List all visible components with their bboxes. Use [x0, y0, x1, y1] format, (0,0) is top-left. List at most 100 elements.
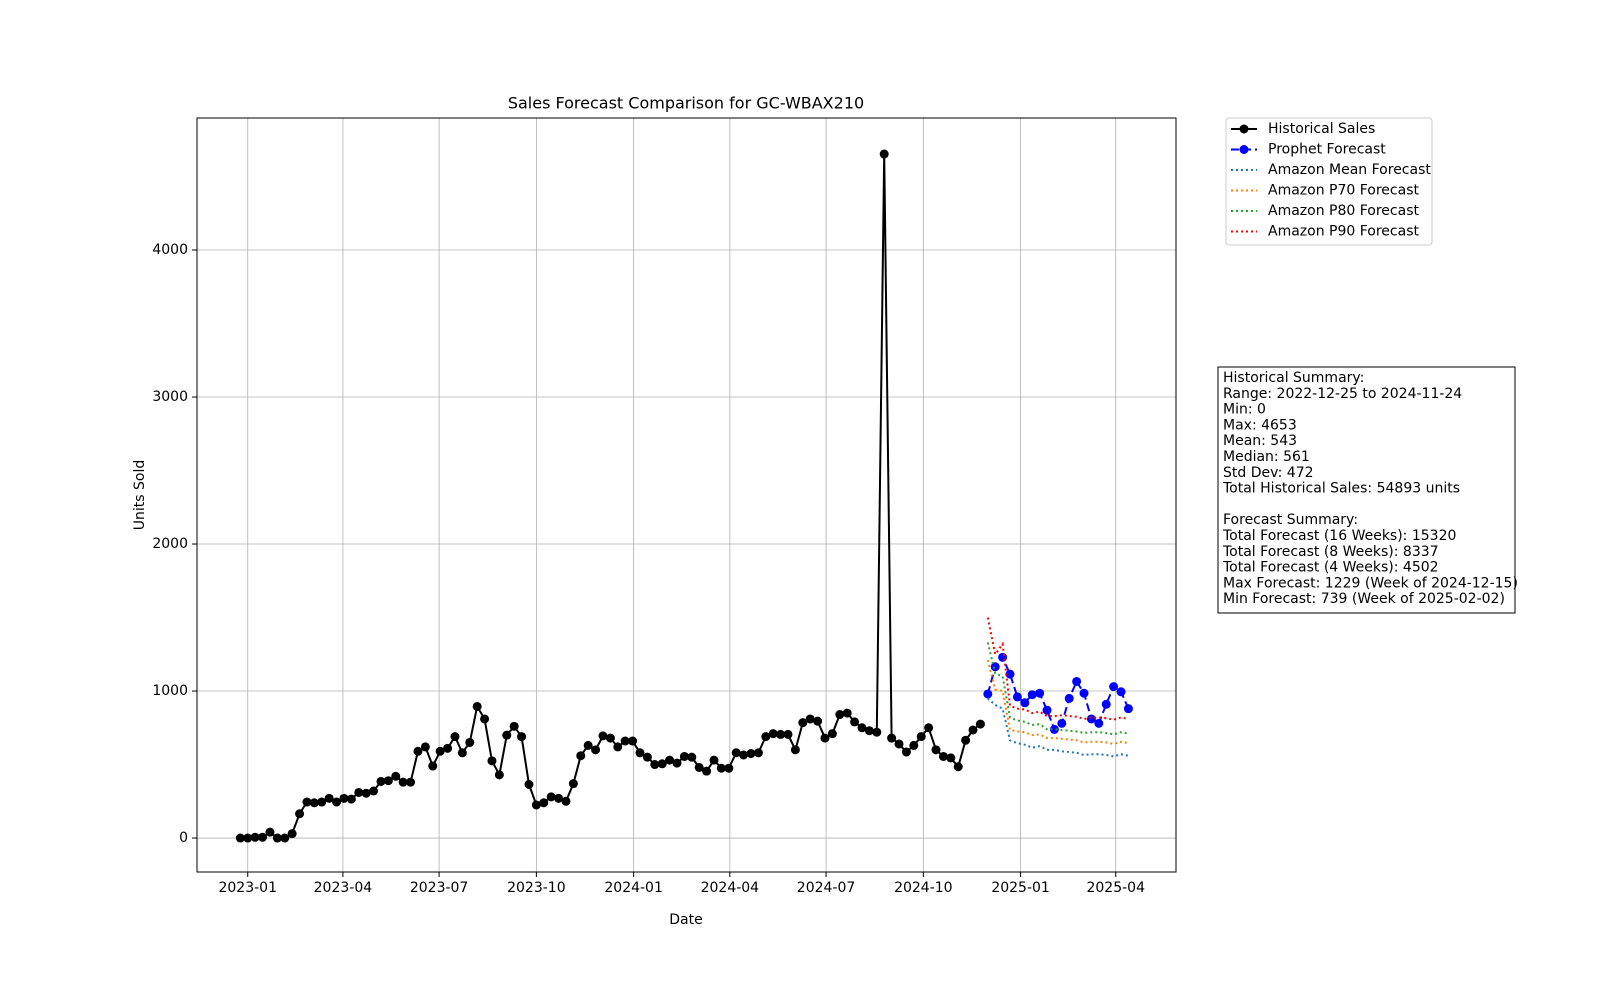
summary-line: Total Forecast (8 Weeks): 8337 — [1222, 544, 1439, 560]
data-point — [1042, 705, 1052, 715]
data-point — [679, 751, 689, 761]
data-point — [428, 761, 438, 771]
data-point — [657, 759, 667, 769]
x-tick-label: 2023-10 — [507, 880, 566, 896]
summary-line: Min Forecast: 739 (Week of 2025-02-02) — [1223, 591, 1505, 607]
data-point — [842, 708, 852, 718]
data-point — [805, 714, 815, 724]
data-point — [480, 714, 490, 724]
data-point — [554, 793, 564, 803]
data-point — [413, 746, 423, 756]
chart-title: Sales Forecast Comparison for GC-WBAX210 — [508, 94, 864, 113]
data-point — [406, 777, 416, 787]
legend-label: Historical Sales — [1268, 121, 1375, 137]
legend-label: Prophet Forecast — [1268, 142, 1386, 158]
data-point — [620, 736, 630, 746]
data-point — [650, 760, 660, 770]
summary-line: Total Forecast (4 Weeks): 4502 — [1222, 560, 1439, 576]
data-point — [383, 776, 393, 786]
x-tick-label: 2023-01 — [218, 880, 277, 896]
data-point — [1020, 698, 1030, 708]
data-point — [243, 833, 253, 843]
data-point — [465, 737, 475, 747]
data-point — [435, 746, 445, 756]
data-point — [931, 745, 941, 755]
data-point — [879, 149, 889, 159]
data-point — [783, 729, 793, 739]
data-point — [531, 800, 541, 810]
data-point — [1116, 687, 1126, 697]
x-tick-label: 2024-04 — [701, 880, 760, 896]
data-point — [272, 833, 282, 843]
data-point — [509, 721, 519, 731]
data-point — [924, 723, 934, 733]
summary-line: Std Dev: 472 — [1223, 465, 1314, 481]
data-point — [517, 732, 527, 742]
legend-label: Amazon P70 Forecast — [1268, 183, 1419, 199]
data-point — [361, 788, 371, 798]
legend-marker — [1239, 124, 1249, 134]
data-point — [835, 710, 845, 720]
legend-label: Amazon P90 Forecast — [1268, 224, 1419, 240]
data-point — [1109, 682, 1119, 692]
y-tick-label: 0 — [179, 830, 188, 846]
data-point — [1072, 676, 1082, 686]
data-point — [280, 833, 290, 843]
data-point — [968, 725, 978, 735]
y-axis-label: Units Sold — [132, 460, 148, 530]
data-point — [324, 793, 334, 803]
data-point — [539, 798, 549, 808]
data-point — [761, 732, 771, 742]
data-point — [457, 748, 467, 758]
data-point — [827, 729, 837, 739]
summary-line: Forecast Summary: — [1223, 512, 1358, 528]
data-point — [524, 779, 534, 789]
data-point — [798, 718, 808, 728]
data-point — [887, 733, 897, 743]
x-axis-label: Date — [669, 912, 702, 928]
x-tick-label: 2024-10 — [894, 880, 953, 896]
data-point — [1027, 690, 1037, 700]
summary-line: Range: 2022-12-25 to 2024-11-24 — [1223, 386, 1462, 402]
data-point — [716, 763, 726, 773]
summary-line: Total Historical Sales: 54893 units — [1222, 481, 1460, 497]
data-point — [635, 748, 645, 758]
data-point — [317, 797, 327, 807]
data-point — [287, 829, 297, 839]
summary-box — [1217, 366, 1516, 614]
legend-label: Amazon Mean Forecast — [1268, 162, 1431, 178]
data-point — [687, 752, 697, 762]
data-point — [605, 733, 615, 743]
data-point — [739, 750, 749, 760]
data-point — [1101, 699, 1111, 709]
data-point — [872, 727, 882, 737]
data-point — [901, 747, 911, 757]
data-point — [583, 740, 593, 750]
data-point — [568, 779, 578, 789]
data-point — [546, 792, 556, 802]
data-point — [813, 716, 823, 726]
legend-label: Amazon P80 Forecast — [1268, 203, 1419, 219]
data-point — [494, 770, 504, 780]
summary-line: Min: 0 — [1223, 402, 1266, 418]
data-point — [487, 756, 497, 766]
data-point — [990, 662, 1000, 672]
data-point — [1012, 692, 1022, 702]
data-point — [443, 743, 453, 753]
data-point — [820, 733, 830, 743]
data-point — [672, 758, 682, 768]
legend-marker — [1239, 145, 1249, 154]
data-point — [857, 723, 867, 733]
series-line — [987, 697, 1129, 758]
data-point — [502, 730, 512, 740]
data-point — [909, 740, 919, 750]
data-point — [1094, 718, 1104, 728]
x-tick-label: 2024-07 — [797, 880, 856, 896]
data-point — [642, 752, 652, 762]
data-point — [953, 762, 963, 772]
data-point — [998, 652, 1008, 662]
data-point — [1057, 718, 1067, 728]
data-point — [1005, 669, 1015, 679]
